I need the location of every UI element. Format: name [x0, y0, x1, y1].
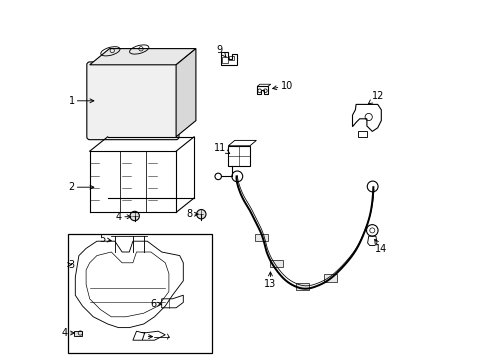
Bar: [270, 260, 283, 267]
Text: 7: 7: [139, 332, 152, 342]
FancyBboxPatch shape: [87, 62, 179, 140]
Text: 14: 14: [374, 239, 386, 254]
Bar: [295, 283, 308, 290]
Text: 8: 8: [186, 209, 198, 219]
Polygon shape: [89, 49, 196, 65]
Text: 3: 3: [67, 260, 75, 270]
Text: 5: 5: [100, 234, 111, 244]
Text: 11: 11: [213, 143, 229, 154]
Circle shape: [196, 210, 205, 219]
Text: 13: 13: [264, 272, 276, 289]
Bar: [255, 234, 268, 241]
Bar: [228, 146, 249, 166]
Text: 2: 2: [68, 182, 94, 192]
Bar: [323, 274, 336, 282]
Text: 1: 1: [68, 96, 94, 106]
Circle shape: [130, 211, 139, 221]
Text: 12: 12: [367, 91, 384, 104]
Text: 4: 4: [116, 212, 131, 222]
Text: 10: 10: [272, 81, 292, 91]
Text: 6: 6: [150, 299, 161, 309]
Polygon shape: [176, 49, 196, 137]
Bar: [229, 56, 233, 60]
Bar: [68, 234, 212, 353]
Text: 4: 4: [62, 328, 74, 338]
Text: 9: 9: [216, 45, 225, 57]
Bar: [74, 331, 82, 336]
Bar: [222, 57, 227, 63]
